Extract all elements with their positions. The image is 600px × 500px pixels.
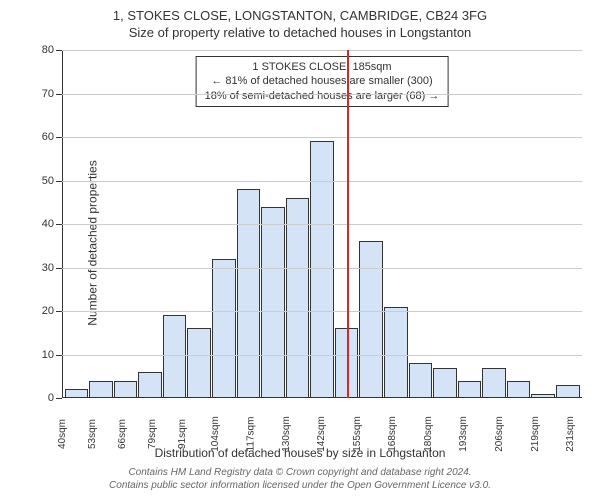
y-tick: [56, 311, 62, 312]
footer-line-2: Contains public sector information licen…: [10, 479, 590, 492]
x-tick-label: 231sqm: [565, 416, 600, 452]
histogram-bar: [89, 381, 113, 398]
histogram-bar: [531, 394, 555, 398]
histogram-bar: [482, 368, 506, 398]
histogram-bar: [163, 315, 187, 398]
chart-title: 1, STOKES CLOSE, LONGSTANTON, CAMBRIDGE,…: [0, 8, 600, 23]
histogram-bar: [359, 241, 383, 398]
x-tick-label: 180sqm: [423, 416, 463, 452]
gridline: [62, 137, 582, 138]
marker-info-box: 1 STOKES CLOSE: 185sqm ← 81% of detached…: [196, 56, 449, 107]
histogram-bar: [187, 328, 211, 398]
histogram-bar: [556, 385, 580, 398]
gridline: [62, 94, 582, 95]
footer: Contains HM Land Registry data © Crown c…: [0, 460, 600, 500]
plot: 1 STOKES CLOSE: 185sqm ← 81% of detached…: [62, 50, 582, 398]
histogram-bar: [507, 381, 531, 398]
y-tick-label: 10: [42, 349, 54, 361]
y-tick-label: 30: [42, 262, 54, 274]
gridline: [62, 268, 582, 269]
y-tick: [56, 50, 62, 51]
y-tick-label: 70: [42, 88, 54, 100]
x-tick-label: 206sqm: [494, 416, 534, 452]
histogram-bar: [433, 368, 457, 398]
info-line-3: 18% of semi-detached houses are larger (…: [205, 89, 440, 103]
x-tick-label: 104sqm: [210, 416, 250, 452]
y-tick-label: 80: [42, 44, 54, 56]
histogram-bar: [114, 381, 138, 398]
histogram-bar: [237, 189, 261, 398]
marker-line: [347, 50, 349, 398]
y-tick-label: 50: [42, 175, 54, 187]
y-tick-label: 40: [42, 218, 54, 230]
chart-subtitle: Size of property relative to detached ho…: [0, 25, 600, 40]
histogram-bar: [458, 381, 482, 398]
y-tick: [56, 94, 62, 95]
info-line-1: 1 STOKES CLOSE: 185sqm: [205, 60, 440, 74]
x-tick-labels: 40sqm53sqm66sqm79sqm91sqm104sqm117sqm130…: [62, 400, 582, 440]
x-tick-label: 168sqm: [387, 416, 427, 452]
histogram-bar: [409, 363, 433, 398]
gridline: [62, 311, 582, 312]
x-tick-label: 130sqm: [280, 416, 320, 452]
chart-area: Number of detached properties 1 STOKES C…: [10, 46, 590, 440]
x-tick-label: 142sqm: [316, 416, 356, 452]
y-tick-label: 60: [42, 131, 54, 143]
histogram-bar: [384, 307, 408, 398]
gridline: [62, 224, 582, 225]
info-line-2: ← 81% of detached houses are smaller (30…: [205, 74, 440, 88]
y-tick: [56, 268, 62, 269]
y-tick: [56, 137, 62, 138]
histogram-bar: [261, 207, 285, 398]
y-tick: [56, 224, 62, 225]
y-tick: [56, 355, 62, 356]
histogram-bar: [286, 198, 310, 398]
y-tick-label: 0: [48, 392, 54, 404]
histogram-bar: [212, 259, 236, 398]
gridline: [62, 50, 582, 51]
gridline: [62, 355, 582, 356]
gridline: [62, 181, 582, 182]
x-tick-label: 193sqm: [458, 416, 498, 452]
y-tick-label: 20: [42, 305, 54, 317]
x-tick-label: 155sqm: [351, 416, 391, 452]
x-tick-label: 117sqm: [245, 417, 285, 452]
y-tick: [56, 398, 62, 399]
footer-line-1: Contains HM Land Registry data © Crown c…: [10, 466, 590, 479]
histogram-bar: [138, 372, 162, 398]
x-tick-label: 219sqm: [529, 416, 569, 452]
y-tick: [56, 181, 62, 182]
histogram-bar: [65, 389, 89, 398]
